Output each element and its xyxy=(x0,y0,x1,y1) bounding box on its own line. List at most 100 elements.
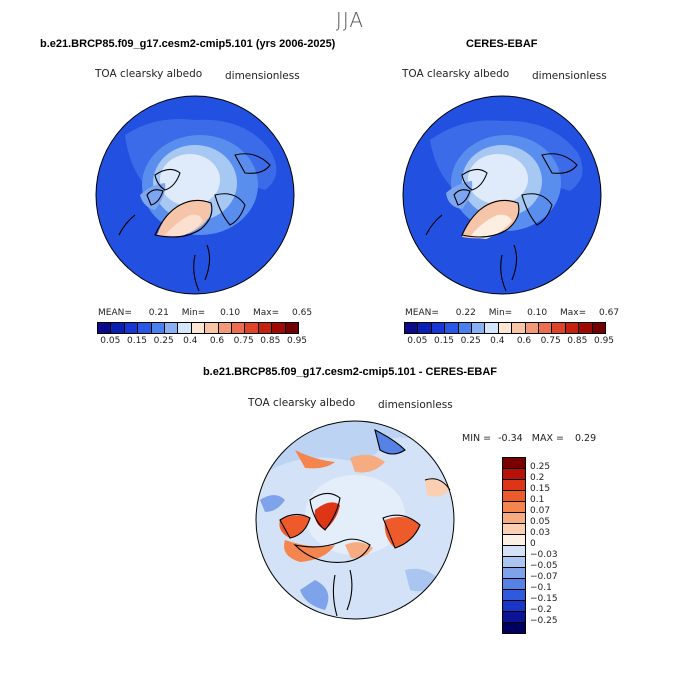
colorbar-swatch xyxy=(445,323,459,333)
obs-min-value: 0.10 xyxy=(527,308,548,318)
colorbar-swatch xyxy=(111,323,125,333)
diff-panel-title: b.e21.BRCP85.f09_g17.cesm2-cmip5.101 - C… xyxy=(202,366,498,378)
diff-colorbar-tick-label: −0.25 xyxy=(530,616,558,626)
model-polar-map xyxy=(95,95,295,295)
colorbar-tick-label: 0.75 xyxy=(540,336,561,346)
colorbar-swatch xyxy=(272,323,286,333)
diff-colorbar-tick-label: 0.03 xyxy=(530,528,551,538)
obs-max-label: Max= xyxy=(560,308,587,318)
diff-colorbar-ticks: 0.25 0.2 0.15 0.1 0.07 0.05 0.03 0 −0.03 −0.05 −0.… xyxy=(530,457,580,637)
obs-mean-label: MEAN= xyxy=(405,308,439,318)
colorbar-tick-label: 0.15 xyxy=(433,336,455,346)
obs-max-value: 0.67 xyxy=(599,308,620,318)
colorbar-swatch xyxy=(405,323,419,333)
colorbar-tick-label: 0.95 xyxy=(593,336,615,346)
coastlines xyxy=(118,153,271,292)
colorbar-swatch xyxy=(525,323,540,333)
diff-max-label: MAX = xyxy=(531,433,564,444)
diff-colorbar-swatch xyxy=(503,480,525,491)
model-variable-label: TOA clearsky albedo xyxy=(95,68,203,80)
colorbar-tick-label: 0.75 xyxy=(233,336,254,346)
diff-colorbar-tick-label: 0.05 xyxy=(530,517,551,527)
diff-colorbar-tick-label: −0.15 xyxy=(530,594,558,604)
greenland-field xyxy=(157,199,211,237)
diff-colorbar-swatch xyxy=(503,546,525,557)
diff-colorbar-swatch xyxy=(503,612,525,623)
diff-colorbar-swatch xyxy=(503,590,525,601)
diff-colorbar-tick-label: −0.1 xyxy=(530,583,552,593)
colorbar-swatch xyxy=(431,323,446,333)
colorbar-swatch xyxy=(285,323,299,333)
colorbar-swatch xyxy=(124,323,139,333)
diff-colorbar-swatch xyxy=(503,524,525,535)
model-units-label: dimensionless xyxy=(225,70,300,82)
map-boundary xyxy=(95,95,295,295)
obs-stats: MEAN= 0.22 Min= 0.10 Max= 0.67 xyxy=(405,308,619,318)
colorbar-tick-label: 0.05 xyxy=(100,336,121,346)
map-boundary xyxy=(255,420,455,620)
diff-colorbar-tick-label: 0.25 xyxy=(530,462,551,472)
model-mean-label: MEAN= xyxy=(98,308,132,318)
model-panel-title: b.e21.BRCP85.f09_g17.cesm2-cmip5.101 (yr… xyxy=(40,38,336,50)
diff-colorbar-tick-label: −0.03 xyxy=(530,550,558,560)
colorbar-swatch xyxy=(258,323,273,333)
colorbar-tick-label: 0.25 xyxy=(460,336,481,346)
obs-units-label: dimensionless xyxy=(532,70,607,82)
model-colorbar-ticks: 0.05 0.15 0.25 0.4 0.6 0.75 0.85 0.95 xyxy=(97,336,307,348)
model-min-label: Min= xyxy=(181,308,206,318)
model-max-value: 0.65 xyxy=(292,308,313,318)
colorbar-swatch xyxy=(232,323,246,333)
colorbar-swatch xyxy=(592,323,606,333)
colorbar-swatch xyxy=(498,323,513,333)
colorbar-tick-label: 0.4 xyxy=(183,336,198,346)
diff-polar-map xyxy=(255,420,455,620)
colorbar-swatch xyxy=(418,323,432,333)
arctic-ice-core xyxy=(468,154,528,204)
colorbar-swatch xyxy=(472,323,486,333)
colorbar-swatch xyxy=(98,323,112,333)
obs-polar-map xyxy=(402,95,602,295)
diff-colorbar-swatch xyxy=(503,623,525,633)
colorbar-tick-label: 0.6 xyxy=(209,336,225,346)
model-mean-value: 0.21 xyxy=(148,308,169,318)
colorbar-tick-label: 0.15 xyxy=(126,336,148,346)
diff-min-value: -0.34 xyxy=(498,433,523,444)
diff-colorbar-tick-label: −0.05 xyxy=(530,561,558,571)
model-min-value: 0.10 xyxy=(220,308,241,318)
model-colorbar xyxy=(97,322,299,334)
colorbar-tick-label: 0.95 xyxy=(286,336,308,346)
diff-colorbar-tick-label: −0.2 xyxy=(530,605,552,615)
colorbar-swatch xyxy=(512,323,526,333)
diff-colorbar-tick-label: 0.2 xyxy=(530,473,545,483)
colorbar-swatch xyxy=(565,323,580,333)
diff-colorbar-swatch xyxy=(503,568,525,579)
obs-mean-value: 0.22 xyxy=(455,308,476,318)
colorbar-swatch xyxy=(552,323,566,333)
colorbar-swatch xyxy=(485,323,499,333)
colorbar-tick-label: 0.25 xyxy=(153,336,174,346)
obs-colorbar xyxy=(404,322,606,334)
coastlines xyxy=(425,153,578,292)
diff-colorbar-swatch xyxy=(503,535,525,546)
diff-colorbar xyxy=(502,457,526,634)
colorbar-tick-label: 0.85 xyxy=(567,336,588,346)
diff-colorbar-tick-label: 0.15 xyxy=(530,484,551,494)
colorbar-tick-label: 0.4 xyxy=(490,336,505,346)
colorbar-tick-label: 0.6 xyxy=(516,336,532,346)
obs-panel-title: CERES-EBAF xyxy=(466,38,538,50)
colorbar-swatch xyxy=(151,323,166,333)
diff-max-value: 0.29 xyxy=(574,433,597,444)
obs-min-label: Min= xyxy=(488,308,513,318)
diff-colorbar-swatch xyxy=(503,579,525,590)
diff-colorbar-tick-label: 0.1 xyxy=(530,495,545,505)
colorbar-swatch xyxy=(245,323,259,333)
colorbar-swatch xyxy=(218,323,233,333)
diff-colorbar-swatch xyxy=(503,513,525,524)
diff-colorbar-swatch xyxy=(503,601,525,612)
colorbar-swatch xyxy=(458,323,473,333)
colorbar-swatch xyxy=(539,323,553,333)
diff-units-label: dimensionless xyxy=(378,399,453,411)
diff-colorbar-swatch xyxy=(503,491,525,502)
colorbar-tick-label: 0.05 xyxy=(407,336,428,346)
colorbar-swatch xyxy=(165,323,179,333)
